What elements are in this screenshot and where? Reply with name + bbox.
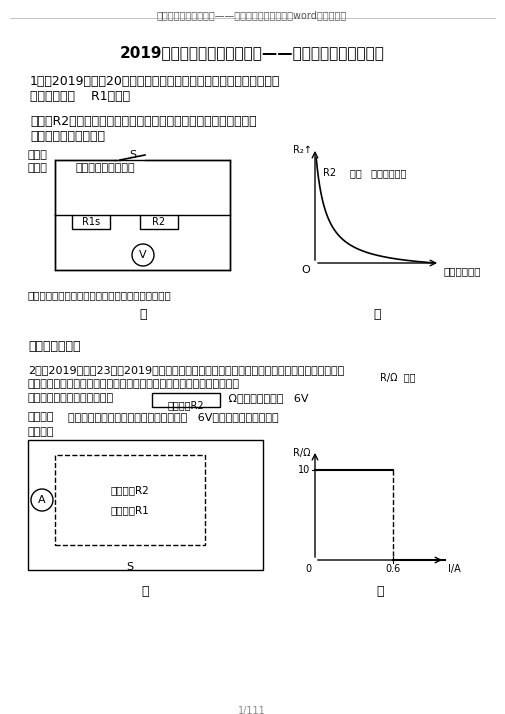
Text: 线如图乙所示。闭合开: 线如图乙所示。闭合开 <box>30 130 105 143</box>
Text: 10: 10 <box>298 465 310 475</box>
Text: 1．（2019青岛，20）如图甲是某酒精浓度检测仪的原理图。电源电: 1．（2019青岛，20）如图甲是某酒精浓度检测仪的原理图。电源电 <box>30 75 280 88</box>
Text: 0: 0 <box>305 564 311 574</box>
Text: 0.6: 0.6 <box>385 564 400 574</box>
Text: 2．（2019常德，23）（2019常德，）超导限流器是一种短路故障电流限制装置。它由超导元件: 2．（2019常德，23）（2019常德，）超导限流器是一种短路故障电流限制装置… <box>28 365 344 375</box>
Text: 【答案】小、大: 【答案】小、大 <box>28 340 80 353</box>
Text: 电流表的: 电流表的 <box>28 427 55 437</box>
Text: 限流电阻R2: 限流电阻R2 <box>168 400 205 410</box>
Text: 化关系如图乙所示。限流电阻: 化关系如图乙所示。限流电阻 <box>28 393 114 403</box>
Text: 当电压表示数达到设定值时，检测仪发出报警信号。: 当电压表示数达到设定值时，检测仪发出报警信号。 <box>28 290 172 300</box>
Text: Ω。当电源电压为   6V: Ω。当电源电压为 6V <box>225 393 309 403</box>
Text: 和限流电阻并联构成，向源电路如图甲中虚线框内所示。超导元件的电阻: 和限流电阻并联构成，向源电路如图甲中虚线框内所示。超导元件的电阻 <box>28 379 240 389</box>
Bar <box>55 455 205 545</box>
Text: （能或不可以）正常发光。电源电压仍为   6V，当灯泡发生短路时，: （能或不可以）正常发光。电源电压仍为 6V，当灯泡发生短路时， <box>68 412 279 422</box>
Text: 压保持不变，    R1为定值: 压保持不变， R1为定值 <box>30 90 130 103</box>
Bar <box>28 440 263 570</box>
Text: 乙: 乙 <box>373 308 381 321</box>
Text: S: S <box>126 562 133 572</box>
Text: 甲: 甲 <box>139 308 147 321</box>
Text: 超导元件R1: 超导元件R1 <box>111 505 149 515</box>
Text: 电阻，R2为酒精气体敏感电阻，它的阻值随酒精气体浓度的变化曲: 电阻，R2为酒精气体敏感电阻，它的阻值随酒精气体浓度的变化曲 <box>30 115 257 128</box>
Text: 报员呼: 报员呼 <box>28 163 48 173</box>
Text: 出的气体吹酒精浓度: 出的气体吹酒精浓度 <box>75 163 135 173</box>
Text: A: A <box>38 495 46 505</box>
Text: 中考物理试题分类汇编——传感器型动态电路专题word版包含答案: 中考物理试题分类汇编——传感器型动态电路专题word版包含答案 <box>157 10 347 20</box>
Text: 乙: 乙 <box>376 585 384 598</box>
Text: R/Ω  的变: R/Ω 的变 <box>380 372 416 382</box>
Text: 阻值   ，电压表示数: 阻值 ，电压表示数 <box>350 168 407 178</box>
Text: 时，灯泡: 时，灯泡 <box>28 412 55 422</box>
Bar <box>55 160 230 270</box>
Bar <box>72 215 110 229</box>
Text: R2: R2 <box>153 217 166 227</box>
Text: R/Ω: R/Ω <box>293 448 311 458</box>
Text: 关，警: 关，警 <box>28 150 48 160</box>
Text: O: O <box>301 265 310 275</box>
Text: R1s: R1s <box>82 217 100 227</box>
Text: S: S <box>129 150 136 160</box>
Text: 酒精气体浓度: 酒精气体浓度 <box>443 266 480 276</box>
Text: 2019年中考物理试题分类汇编——传感器型动向电路专题: 2019年中考物理试题分类汇编——传感器型动向电路专题 <box>120 45 384 60</box>
Text: 限流电阻R2: 限流电阻R2 <box>111 485 149 495</box>
Text: I/A: I/A <box>448 564 461 574</box>
Text: 1/111: 1/111 <box>238 706 266 714</box>
Text: 甲: 甲 <box>141 585 149 598</box>
Bar <box>152 393 220 407</box>
Bar <box>140 215 178 229</box>
Text: R₂↑: R₂↑ <box>293 145 312 155</box>
Text: V: V <box>139 250 147 260</box>
Text: R2: R2 <box>323 168 336 178</box>
